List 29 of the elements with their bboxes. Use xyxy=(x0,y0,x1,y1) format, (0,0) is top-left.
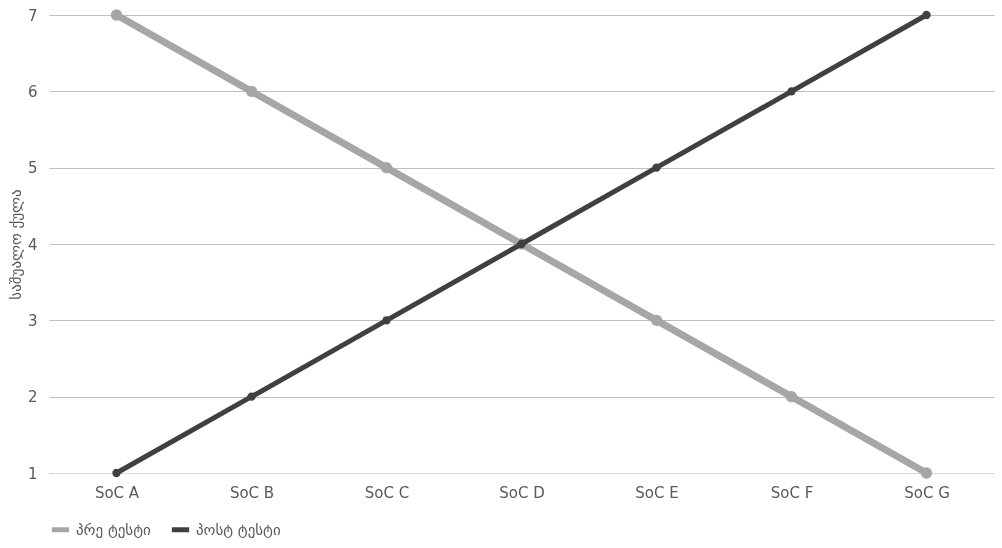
y-tick-label: 5 xyxy=(27,159,38,178)
point xyxy=(380,161,393,174)
point xyxy=(785,390,798,403)
point xyxy=(247,392,256,401)
y-tick-label: 3 xyxy=(27,311,38,330)
y-tick-label: 4 xyxy=(27,235,38,254)
point xyxy=(382,316,391,325)
point xyxy=(920,467,933,479)
y-tick-label: 6 xyxy=(27,82,38,101)
legend-label: პოსტ ტესტი xyxy=(196,520,281,539)
x-tick-label: SoC B xyxy=(229,483,275,502)
point xyxy=(922,10,931,20)
point xyxy=(652,163,661,172)
point xyxy=(787,87,796,96)
point xyxy=(650,314,663,327)
x-tick-label: SoC A xyxy=(94,483,140,502)
x-tick-label: SoC E xyxy=(635,483,679,502)
y-axis-title: საშუალო ქულა xyxy=(6,189,25,300)
x-tick-label: SoC D xyxy=(499,483,545,502)
y-tick-label: 7 xyxy=(27,6,38,25)
x-tick-label: SoC G xyxy=(904,483,950,502)
point xyxy=(245,85,258,98)
x-tick-label: SoC C xyxy=(364,483,410,502)
point xyxy=(112,468,121,478)
legend-label: პრე ტესტი xyxy=(76,520,152,539)
x-tick-label: SoC F xyxy=(770,483,814,502)
point xyxy=(110,9,123,21)
y-tick-label: 1 xyxy=(27,464,38,483)
y-tick-label: 2 xyxy=(27,388,38,407)
